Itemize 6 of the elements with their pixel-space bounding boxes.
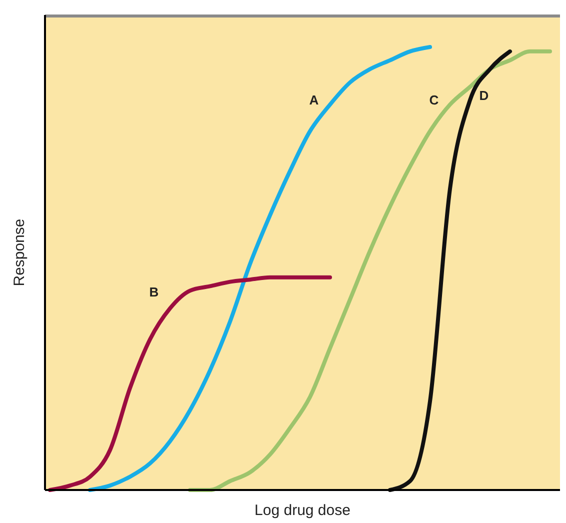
y-axis-title: Response [11, 218, 28, 286]
series-label: D [479, 88, 489, 104]
series-label: B [149, 284, 159, 300]
x-axis-title: Log drug dose [254, 502, 350, 519]
series-label: A [309, 92, 320, 108]
series-label: C [429, 92, 440, 108]
